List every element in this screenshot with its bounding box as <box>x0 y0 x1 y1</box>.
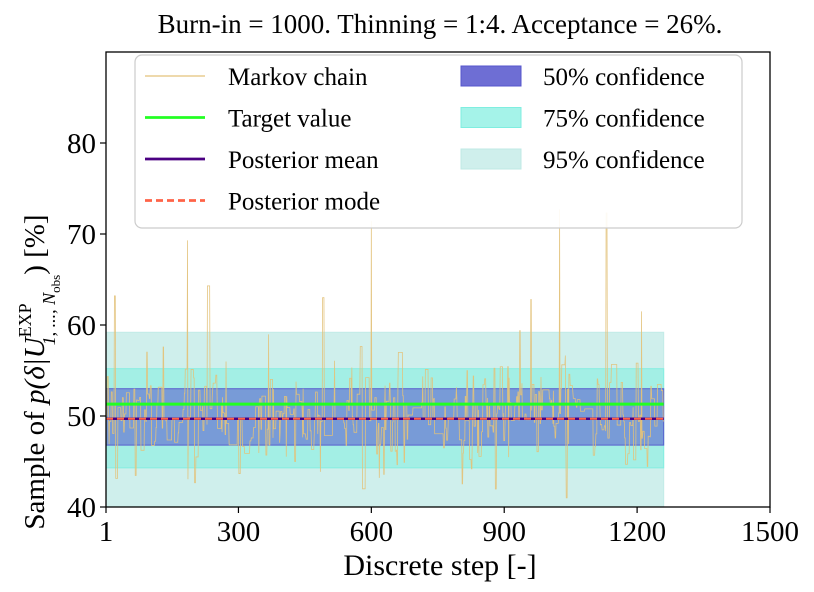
y-tick-label: 60 <box>67 310 96 342</box>
y-tick-label: 70 <box>67 219 96 251</box>
x-tick-label: 600 <box>350 516 394 548</box>
legend-label: Posterior mode <box>228 189 380 216</box>
legend-swatch <box>460 148 522 170</box>
legend-label: Posterior mean <box>228 147 379 174</box>
y-tick-label: 40 <box>67 492 96 524</box>
y-axis-label-sub: 1, ..., N <box>39 292 59 346</box>
legend-label: 95% confidence <box>543 147 705 174</box>
y-axis-label-math: p(δ|U <box>19 335 51 406</box>
y-axis-label: Sample of p(δ|UEXP 1, ..., Nobs) [%] <box>15 214 63 529</box>
legend-label: 50% confidence <box>543 64 705 91</box>
x-tick-label: 1500 <box>741 516 799 548</box>
legend-label: Target value <box>228 106 351 133</box>
markov-chain-series <box>106 209 664 499</box>
y-axis-label-suffix: ) [%] <box>19 214 51 274</box>
legend-swatch <box>460 107 522 128</box>
plot-area <box>105 209 665 508</box>
legend-label: Markov chain <box>228 64 368 91</box>
chart-title: Burn-in = 1000. Thinning = 1:4. Acceptan… <box>158 9 723 39</box>
axes: 1 300 600 900 1200 1500 40 50 60 70 80 <box>67 51 799 548</box>
axes-frame <box>105 51 771 508</box>
x-tick-label: 1 <box>99 516 114 548</box>
x-axis-label: Discrete step [-] <box>343 549 536 582</box>
y-tick-label: 50 <box>67 401 96 433</box>
legend-frame <box>134 54 743 229</box>
y-axis-label-sup: EXP <box>15 303 35 337</box>
legend: Markov chain Target value Posterior mean Po… <box>134 54 743 229</box>
legend-label: 75% confidence <box>543 106 705 133</box>
y-axis-label-prefix: Sample of <box>19 404 51 530</box>
y-tick-label: 80 <box>67 128 96 160</box>
x-tick-label: 300 <box>217 516 261 548</box>
legend-swatch <box>460 65 522 87</box>
x-tick-label: 1200 <box>608 516 666 548</box>
y-axis-label-subsub: obs <box>48 275 63 293</box>
x-tick-label: 900 <box>482 516 526 548</box>
